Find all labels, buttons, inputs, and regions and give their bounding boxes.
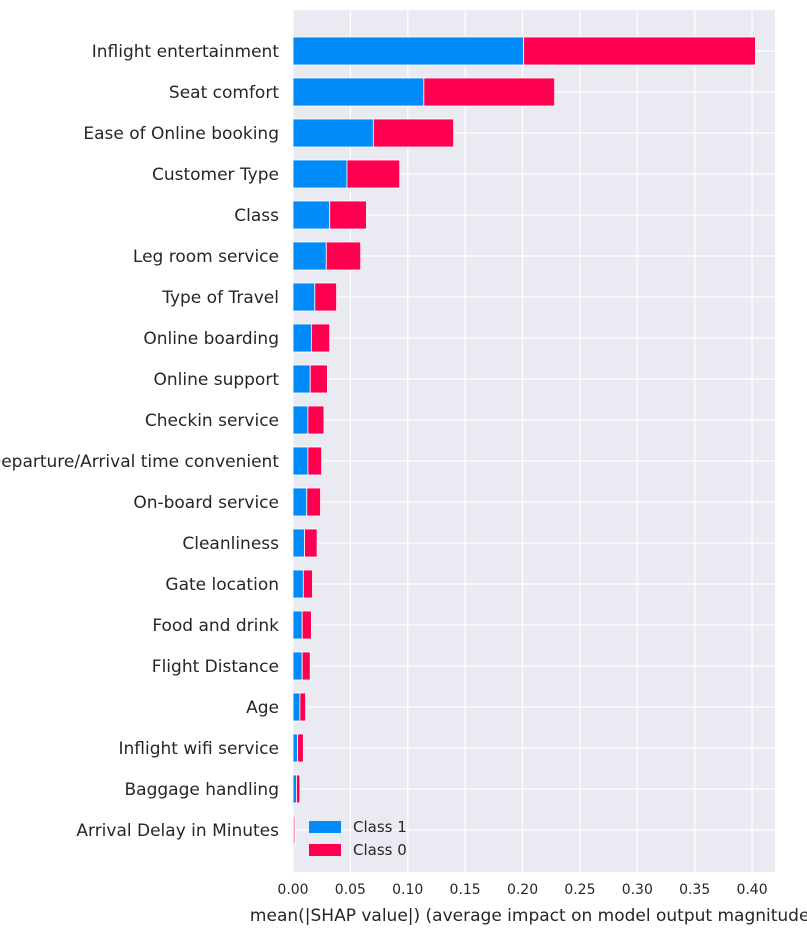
- bar-class1: [292, 282, 316, 312]
- bar-class0: [299, 692, 307, 722]
- bar-class1: [292, 733, 298, 763]
- bar-class0: [306, 487, 321, 517]
- x-tick-label: 0.35: [679, 882, 710, 898]
- bar-class0: [372, 118, 455, 148]
- legend-swatch-class0: [309, 844, 341, 856]
- bar-class1: [292, 364, 311, 394]
- bar-class0: [301, 651, 311, 681]
- y-tick-label: Inflight wifi service: [119, 739, 280, 759]
- bar-class0: [297, 733, 304, 763]
- y-tick-label: Class: [234, 206, 279, 226]
- y-tick-label: Checkin service: [145, 411, 279, 431]
- y-tick-label: Ease of Online booking: [83, 124, 279, 144]
- bar-class1: [292, 610, 303, 640]
- y-tick-label: Seat comfort: [169, 83, 279, 103]
- bar-class0: [307, 405, 325, 435]
- bar-class1: [292, 241, 327, 271]
- y-tick-label: Cleanliness: [182, 534, 279, 554]
- y-tick-label: Leg room service: [133, 247, 279, 267]
- x-tick-label: 0.00: [277, 882, 308, 898]
- bar-class1: [292, 77, 425, 107]
- y-tick-label: Flight Distance: [152, 657, 279, 677]
- x-tick-label: 0.20: [507, 882, 538, 898]
- bar-class0: [304, 528, 318, 558]
- y-tick-label: Customer Type: [152, 165, 279, 185]
- y-tick-label: On-board service: [133, 493, 279, 513]
- legend-label: Class 0: [353, 841, 407, 859]
- x-tick-label: 0.10: [392, 882, 423, 898]
- y-tick-label: Baggage handling: [124, 780, 279, 800]
- legend-swatch-class1: [309, 821, 341, 833]
- y-tick-label: Departure/Arrival time convenient: [0, 452, 279, 472]
- bar-class0: [307, 446, 323, 476]
- bar-class0: [310, 323, 331, 353]
- bar-class1: [292, 487, 308, 517]
- x-tick-label: 0.30: [622, 882, 653, 898]
- bar-class1: [292, 323, 312, 353]
- bar-class1: [292, 692, 301, 722]
- y-tick-label: Online support: [153, 370, 279, 390]
- bar-class0: [329, 200, 367, 230]
- bar-class1: [292, 36, 525, 66]
- bar-class1: [292, 528, 305, 558]
- bar-class0: [309, 364, 328, 394]
- y-tick-label: Arrival Delay in Minutes: [76, 821, 279, 841]
- bar-class1: [292, 200, 331, 230]
- x-tick-label: 0.25: [564, 882, 595, 898]
- y-tick-label: Inflight entertainment: [92, 42, 280, 62]
- bar-class1: [292, 774, 297, 804]
- y-tick-label: Type of Travel: [161, 288, 279, 308]
- y-tick-label: Gate location: [165, 575, 279, 595]
- bar-class0: [423, 77, 556, 107]
- bar-class0: [302, 569, 313, 599]
- bar-class0: [293, 815, 296, 845]
- bar-class0: [325, 241, 362, 271]
- y-tick-label: Food and drink: [152, 616, 279, 636]
- x-tick-label: 0.05: [335, 882, 366, 898]
- bar-class0: [523, 36, 756, 66]
- bar-class1: [292, 446, 309, 476]
- y-tick-label: Online boarding: [143, 329, 279, 349]
- bar-class0: [314, 282, 338, 312]
- bar-class1: [292, 118, 374, 148]
- bar-class1: [292, 651, 303, 681]
- bar-class0: [346, 159, 401, 189]
- x-tick-label: 0.15: [450, 882, 481, 898]
- bar-class1: [292, 159, 348, 189]
- bar-class0: [296, 774, 301, 804]
- bar-class1: [292, 405, 309, 435]
- y-tick-label: Age: [246, 698, 279, 718]
- bar-class1: [292, 569, 304, 599]
- bar-class0: [301, 610, 312, 640]
- x-tick-label: 0.40: [736, 882, 767, 898]
- legend-label: Class 1: [353, 818, 407, 836]
- x-axis-label: mean(|SHAP value|) (average impact on mo…: [250, 906, 807, 926]
